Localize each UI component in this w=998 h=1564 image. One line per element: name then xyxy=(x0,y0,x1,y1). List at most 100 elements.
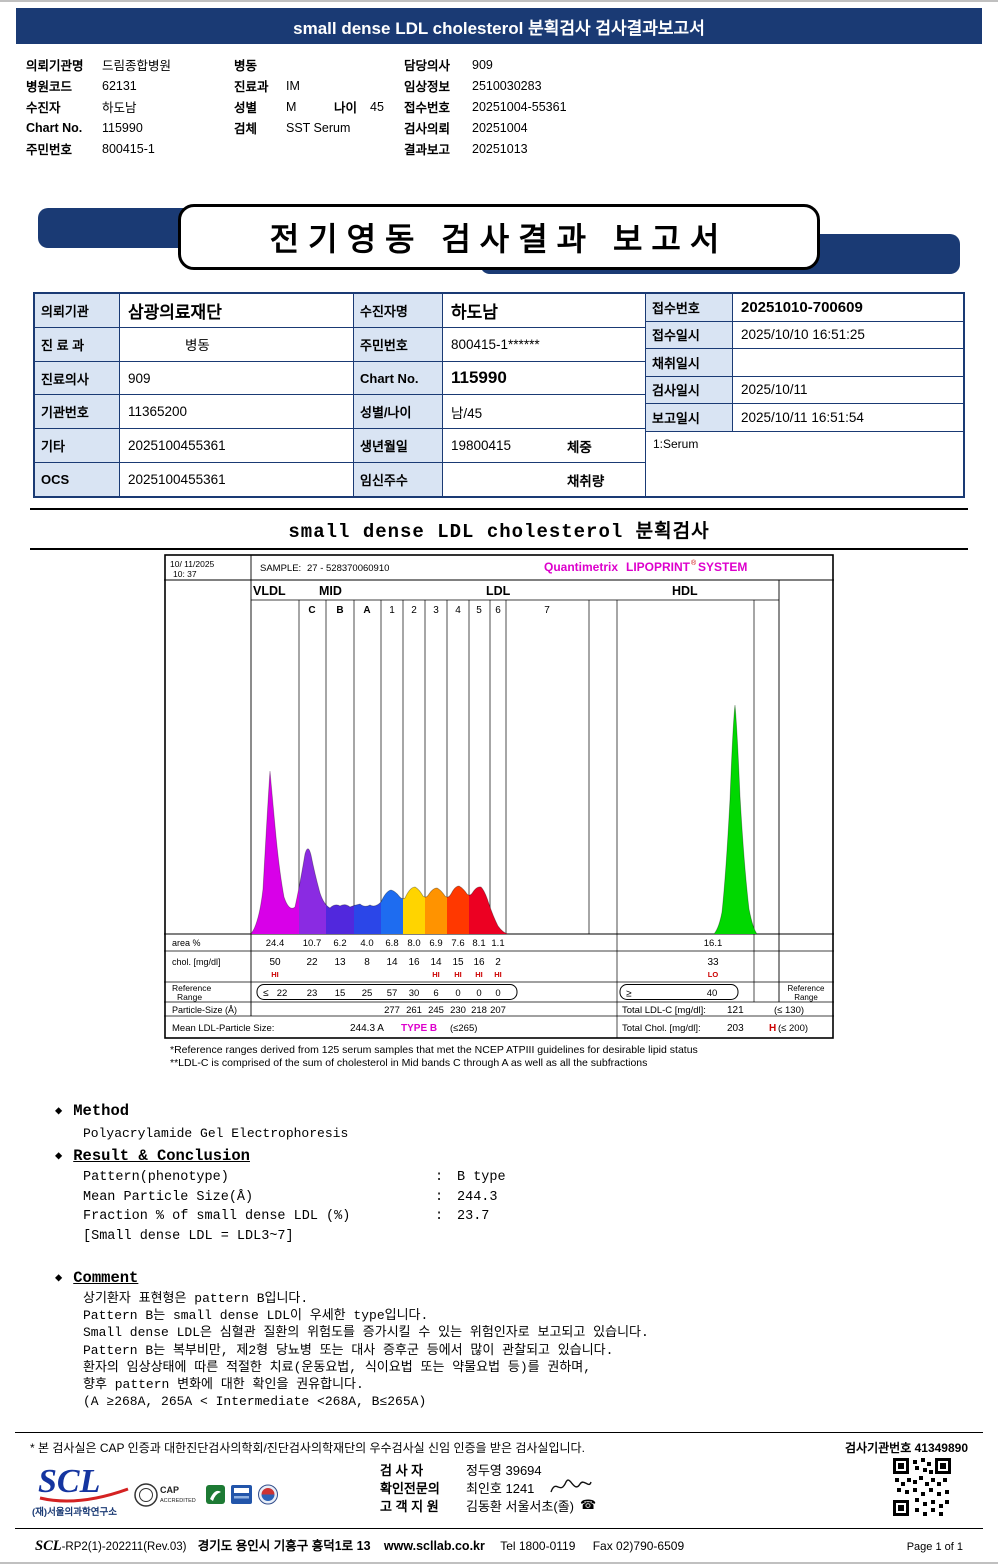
patient-field: 병동 xyxy=(234,54,384,75)
comment-line: Pattern B는 복부비만, 제2형 당뇨병 또는 대사 증후군 등에서 많… xyxy=(83,1342,614,1358)
flag-lo: LO xyxy=(708,970,719,979)
flag-hi: HI xyxy=(271,970,279,979)
table-row: 의뢰기관 삼광의료재단 xyxy=(35,294,353,327)
telephone: Tel 1800-0119 xyxy=(500,1539,576,1553)
mean-row-label: Mean LDL-Particle Size: xyxy=(172,1023,274,1034)
serum-note: 1:Serum xyxy=(646,431,963,496)
examiner-value: 정두영 39694 xyxy=(466,1462,542,1478)
patient-field: 진료과 IM xyxy=(234,75,384,96)
cell-value xyxy=(733,349,963,376)
section-title: small dense LDL cholesterol 분획검사 xyxy=(30,508,968,550)
result-heading: ◆ Result & Conclusion xyxy=(55,1147,250,1165)
ref-value: 15 xyxy=(335,988,346,999)
patient-field: 접수번호 20251004-55361 xyxy=(404,96,567,117)
chart-gridlines xyxy=(164,555,834,1038)
cell-value: 19800415 체중 xyxy=(443,429,645,463)
field-label: 성별 xyxy=(234,101,258,115)
field-label: 의뢰기관명 xyxy=(26,59,84,73)
colon: : xyxy=(435,1170,444,1186)
result-info-table: 의뢰기관 삼광의료재단 진 료 과 병동 진료의사 909 기관번호 11365200 … xyxy=(33,292,965,498)
result-note: [Small dense LDL = LDL3~7] xyxy=(83,1227,506,1247)
cell-label: 접수번호 xyxy=(646,294,732,321)
result-value: 23.7 xyxy=(457,1209,490,1225)
weight-label: 체중 xyxy=(567,439,592,455)
comment-line: Small dense LDL은 심혈관 질환의 위험도를 증가시킬 수 있는 … xyxy=(83,1325,649,1341)
comment-heading-text: Comment xyxy=(73,1269,139,1287)
area-value: 6.9 xyxy=(429,938,442,949)
area-value: 24.4 xyxy=(266,938,285,949)
comment-line: Pattern B는 small dense LDL이 우세한 type입니다. xyxy=(83,1308,429,1324)
field-value: IM xyxy=(286,78,300,93)
particle-size: 218 xyxy=(471,1005,487,1016)
diamond-icon: ◆ xyxy=(55,1149,63,1163)
phone-icon: ☎ xyxy=(579,1497,597,1512)
comment-line: (A ≥268A, 265A < Intermediate <268A, B≤2… xyxy=(83,1394,427,1410)
cell-label: 접수일시 xyxy=(646,321,732,348)
ref-le-sign: ≤ xyxy=(263,988,269,999)
cell-value: 20251010-700609 xyxy=(733,294,963,321)
cell-label: 보고일시 xyxy=(646,404,732,431)
ref-value: 0 xyxy=(455,988,460,999)
chol-value: 16 xyxy=(408,957,420,968)
diamond-icon: ◆ xyxy=(55,1104,63,1118)
field-value: 800415-1 xyxy=(102,141,155,156)
patient-header-col2: 병동 진료과 IM 성별 M 나이 45 검체 SST Serum xyxy=(234,54,384,138)
area-value: 8.1 xyxy=(472,938,485,949)
ref-right-label2: Range xyxy=(794,993,818,1002)
field-value: 20251004-55361 xyxy=(472,99,567,114)
field-value: 20251013 xyxy=(472,141,528,156)
table-row: 임신주수 채취량 xyxy=(354,463,645,496)
divider xyxy=(15,1528,983,1529)
lab-number: 검사기관번호 41349890 xyxy=(845,1439,968,1456)
field-value: M xyxy=(286,99,297,114)
area-values: 24.4 10.7 6.2 4.0 6.8 8.0 6.9 7.6 8.1 1.… xyxy=(266,938,723,949)
ref-row-label1: Reference xyxy=(172,983,211,993)
cell-label: 성별/나이 xyxy=(354,395,442,429)
comment-line: 향후 pattern 변화에 대한 확인을 권유합니다. xyxy=(83,1377,364,1393)
total-ldl-label: Total LDL-C [mg/dl]: xyxy=(622,1005,706,1016)
cell-label: 수진자명 xyxy=(354,294,442,327)
chol-flags: HI HI HI HI HI LO xyxy=(271,970,718,979)
total-chol-label: Total Chol. [mg/dl]: xyxy=(622,1023,701,1034)
ref-row-label2: Range xyxy=(177,992,202,1002)
brand-system: SYSTEM xyxy=(698,560,747,574)
verifier-row: 확인전문의 최인호 1241 xyxy=(380,1478,596,1496)
result-heading-text: Result & Conclusion xyxy=(73,1147,250,1165)
chart-footnotes: *Reference ranges derived from 125 serum… xyxy=(170,1044,860,1070)
ref-value: 0 xyxy=(495,988,500,999)
table-row: 성별/나이 남/45 xyxy=(354,395,645,429)
table-row: 생년월일 19800415 체중 xyxy=(354,429,645,463)
lipoprint-chart: 10/ 11/2025 10: 37 SAMPLE: 27 - 52837006… xyxy=(164,554,834,1039)
chol-value: 14 xyxy=(430,957,442,968)
report-title-bar: small dense LDL cholesterol 분획검사 검사결과보고서 xyxy=(16,8,982,44)
total-chol-value: 203 xyxy=(727,1023,744,1034)
field-label: 수진자 xyxy=(26,101,61,115)
field-value: 62131 xyxy=(102,78,137,93)
area-value: 4.0 xyxy=(360,938,373,949)
method-heading-text: Method xyxy=(73,1102,130,1120)
ref-value: 30 xyxy=(409,988,420,999)
result-row: Pattern(phenotype): B type xyxy=(83,1168,506,1188)
ref-value: 0 xyxy=(476,988,481,999)
cell-value: 삼광의료재단 xyxy=(120,294,353,327)
particle-size: 245 xyxy=(428,1005,444,1016)
support-label: 고 객 지 원 xyxy=(380,1498,439,1514)
table-row: 기타 2025100455361 xyxy=(35,429,353,463)
cell-label: 의뢰기관 xyxy=(35,294,119,327)
chart-time: 10: 37 xyxy=(173,569,197,579)
patient-field: Chart No. 115990 xyxy=(26,117,171,138)
footnote-2: **LDL-C is comprised of the sum of chole… xyxy=(170,1057,648,1069)
patient-header-col3: 담당의사 909 임상정보 2510030283 접수번호 20251004-5536… xyxy=(404,54,567,159)
total-ldl-ref: (≤ 130) xyxy=(774,1005,804,1016)
area-row-label: area % xyxy=(172,938,201,948)
pattern-type-label: TYPE B xyxy=(401,1023,437,1034)
patient-field: 검사의뢰 20251004 xyxy=(404,117,567,138)
verifier-value: 최인호 1241 xyxy=(466,1480,535,1496)
comment-lines: 상기환자 표현형은 pattern B입니다. Pattern B는 small… xyxy=(83,1290,649,1410)
footnote-1: *Reference ranges derived from 125 serum… xyxy=(170,1044,698,1056)
band-label-hdl: HDL xyxy=(672,584,698,598)
particle-size: 207 xyxy=(490,1005,506,1016)
cert-note-row: * 본 검사실은 CAP 인증과 대한진단검사의학회/진단검사의학재단의 우수검… xyxy=(30,1439,968,1456)
cell-value: 2025100455361 xyxy=(120,463,353,496)
